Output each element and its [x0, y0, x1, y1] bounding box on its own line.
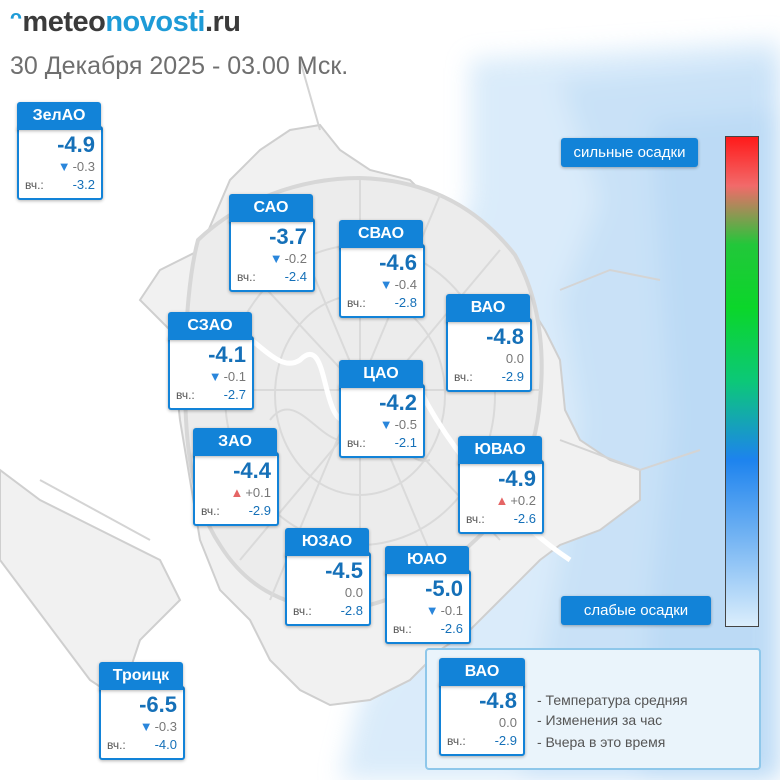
district-temp: -4.6: [379, 250, 417, 275]
trend-down-icon: ▼: [379, 277, 393, 292]
district-change: -0.1: [440, 603, 463, 618]
district-temp: -5.0: [425, 576, 463, 601]
district-yesterday: -2.9: [248, 503, 271, 518]
legend-item-yesterday: - Вчера в это время: [537, 734, 666, 750]
district-temp: -4.5: [325, 558, 363, 583]
legend-sample-change: 0.0: [498, 715, 517, 730]
district-temp: -4.8: [486, 324, 524, 349]
scale-low-label: слабые осадки: [561, 596, 711, 625]
district-temp: -4.9: [57, 132, 95, 157]
district-change: +0.2: [510, 493, 536, 508]
district-yesterday: -2.9: [501, 369, 524, 384]
district-card[interactable]: ВАО -4.8 0.0 вч.: -2.9: [446, 294, 532, 392]
district-temp: -4.1: [208, 342, 246, 367]
trend-up-icon: ▲: [495, 493, 509, 508]
district-yesterday: -2.8: [340, 603, 363, 618]
legend-sample-temp: -4.8: [479, 688, 517, 713]
logo-mark-icon: ᵔ: [10, 6, 22, 38]
district-change: -0.3: [154, 719, 177, 734]
site-logo[interactable]: ᵔmeteonovosti.ru: [10, 6, 241, 38]
district-change: -0.5: [394, 417, 417, 432]
district-yesterday: -2.4: [284, 269, 307, 284]
district-name: ЦАО: [339, 360, 423, 388]
district-temp: -4.9: [498, 466, 536, 491]
district-yesterday: -2.7: [223, 387, 246, 402]
district-temp: -3.7: [269, 224, 307, 249]
district-change: -0.3: [72, 159, 95, 174]
district-name: Троицк: [99, 662, 183, 690]
district-yesterday-label: вч.:: [107, 738, 126, 752]
trend-down-icon: ▼: [57, 159, 71, 174]
district-yesterday-label: вч.:: [25, 178, 44, 192]
district-yesterday-label: вч.:: [293, 604, 312, 618]
district-card[interactable]: ЮВАО -4.9 ▲ +0.2 вч.: -2.6: [458, 436, 544, 534]
district-name: САО: [229, 194, 313, 222]
district-change: 0.0: [505, 351, 524, 366]
district-yesterday: -2.8: [394, 295, 417, 310]
district-card[interactable]: ЗелАО -4.9 ▼ -0.3 вч.: -3.2: [17, 102, 103, 200]
legend-panel: ВАО -4.8 0.0 вч.: -2.9 - Температура сре…: [425, 648, 761, 770]
legend-sample-yesterday: -2.9: [494, 733, 517, 748]
district-name: ЗАО: [193, 428, 277, 456]
district-yesterday: -2.6: [513, 511, 536, 526]
district-name: ЮВАО: [458, 436, 542, 464]
district-card[interactable]: САО -3.7 ▼ -0.2 вч.: -2.4: [229, 194, 315, 292]
district-yesterday-label: вч.:: [201, 504, 220, 518]
trend-down-icon: ▼: [379, 417, 393, 432]
district-name: СВАО: [339, 220, 423, 248]
district-temp: -4.4: [233, 458, 271, 483]
district-change: 0.0: [344, 585, 363, 600]
scale-high-label: сильные осадки: [561, 138, 698, 167]
district-card[interactable]: ЗАО -4.4 ▲ +0.1 вч.: -2.9: [193, 428, 279, 526]
district-change: -0.4: [394, 277, 417, 292]
district-card[interactable]: ЮАО -5.0 ▼ -0.1 вч.: -2.6: [385, 546, 471, 644]
district-yesterday-label: вч.:: [347, 296, 366, 310]
district-yesterday: -4.0: [154, 737, 177, 752]
legend-sample-card: ВАО -4.8 0.0 вч.: -2.9: [439, 658, 525, 756]
district-yesterday-label: вч.:: [393, 622, 412, 636]
legend-item-hourly-change: - Изменения за час: [537, 712, 663, 728]
trend-down-icon: ▼: [208, 369, 222, 384]
district-yesterday: -2.6: [440, 621, 463, 636]
district-yesterday-label: вч.:: [237, 270, 256, 284]
trend-up-icon: ▲: [230, 485, 244, 500]
district-yesterday-label: вч.:: [176, 388, 195, 402]
district-name: ВАО: [446, 294, 530, 322]
trend-down-icon: ▼: [139, 719, 153, 734]
district-change: -0.1: [223, 369, 246, 384]
legend-sample-yesterday-label: вч.:: [447, 734, 466, 748]
district-temp: -4.2: [379, 390, 417, 415]
district-yesterday: -3.2: [72, 177, 95, 192]
district-yesterday-label: вч.:: [466, 512, 485, 526]
district-change: +0.1: [245, 485, 271, 500]
district-card[interactable]: Троицк -6.5 ▼ -0.3 вч.: -4.0: [99, 662, 185, 760]
precipitation-scale-bar: [725, 136, 759, 627]
district-name: ЗелАО: [17, 102, 101, 130]
district-change: -0.2: [284, 251, 307, 266]
district-name: ЮАО: [385, 546, 469, 574]
district-name: СЗАО: [168, 312, 252, 340]
trend-down-icon: ▼: [425, 603, 439, 618]
district-yesterday: -2.1: [394, 435, 417, 450]
district-temp: -6.5: [139, 692, 177, 717]
legend-item-avg-temp: - Температура средняя: [537, 692, 688, 708]
district-name: ЮЗАО: [285, 528, 369, 556]
district-card[interactable]: СЗАО -4.1 ▼ -0.1 вч.: -2.7: [168, 312, 254, 410]
district-yesterday-label: вч.:: [347, 436, 366, 450]
district-card[interactable]: СВАО -4.6 ▼ -0.4 вч.: -2.8: [339, 220, 425, 318]
legend-sample-name: ВАО: [439, 658, 525, 686]
date-time-subtitle: 30 Декабря 2025 - 03.00 Мск.: [10, 52, 349, 80]
trend-down-icon: ▼: [269, 251, 283, 266]
district-yesterday-label: вч.:: [454, 370, 473, 384]
district-card[interactable]: ЦАО -4.2 ▼ -0.5 вч.: -2.1: [339, 360, 425, 458]
district-card[interactable]: ЮЗАО -4.5 0.0 вч.: -2.8: [285, 528, 371, 626]
